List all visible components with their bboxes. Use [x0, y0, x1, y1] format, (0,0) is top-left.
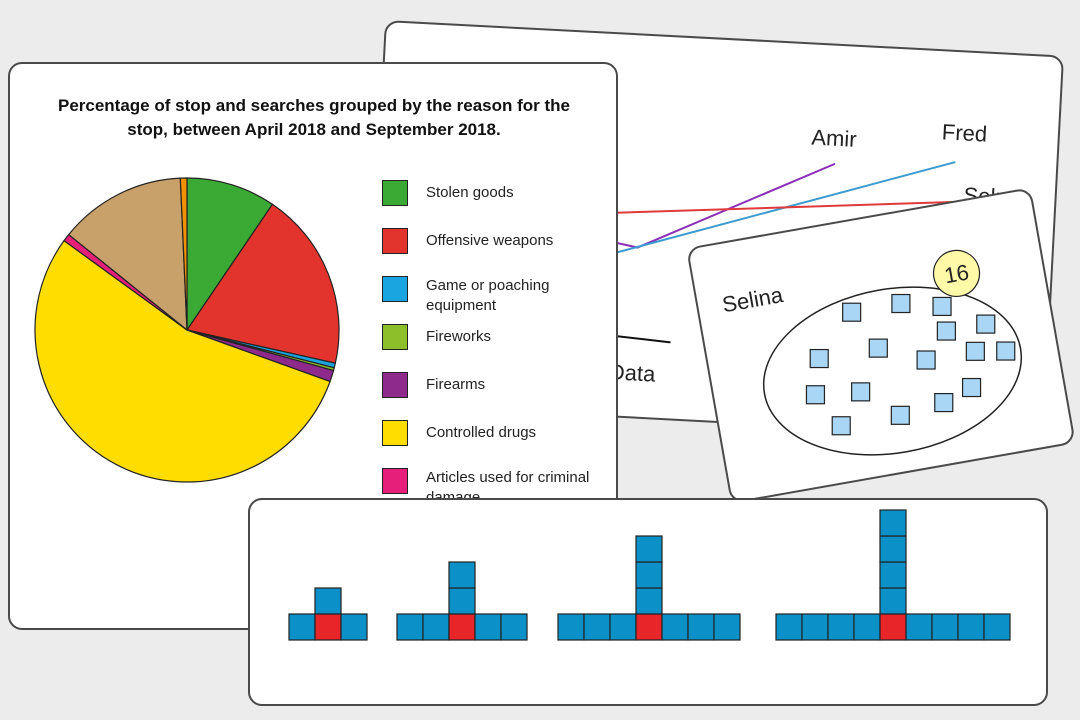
- legend-item: Fireworks: [382, 324, 612, 356]
- pie-slice-8: [179, 177, 188, 331]
- block: [661, 613, 689, 641]
- block: [609, 613, 637, 641]
- line-label-fred: Fred: [941, 119, 987, 146]
- legend-label: Controlled drugs: [426, 424, 537, 441]
- legend-swatch: [382, 276, 408, 302]
- block: [422, 613, 450, 641]
- set-member-square: [851, 382, 871, 402]
- pie-chart: [34, 177, 340, 483]
- block: [713, 613, 741, 641]
- block-pattern-3: [557, 535, 741, 641]
- block: [448, 561, 476, 589]
- block: [879, 587, 907, 615]
- legend-label: Offensive weapons: [426, 232, 554, 249]
- legend-swatch: [382, 468, 408, 494]
- block: [500, 613, 528, 641]
- block: [879, 535, 907, 563]
- line-fred: [594, 161, 956, 260]
- legend-item: Articles used for criminal damage: [382, 468, 612, 506]
- block: [474, 613, 502, 641]
- legend-item: Game or poaching equipment: [382, 276, 612, 314]
- block: [635, 535, 663, 563]
- set-member-square: [976, 314, 996, 334]
- line-selma: [597, 200, 954, 215]
- block: [448, 587, 476, 615]
- legend-swatch: [382, 372, 408, 398]
- center-block: [879, 613, 907, 641]
- legend-item: Controlled drugs: [382, 420, 612, 452]
- block: [340, 613, 368, 641]
- line-label-amir: Amir: [811, 124, 857, 151]
- center-block: [635, 613, 663, 641]
- block-pattern-4: [775, 509, 1011, 641]
- center-block: [314, 613, 342, 641]
- legend-item: Stolen goods: [382, 180, 612, 212]
- center-block: [448, 613, 476, 641]
- block: [853, 613, 881, 641]
- set-member-square: [916, 350, 936, 370]
- legend-label: Stolen goods: [426, 184, 514, 201]
- block-pattern-2: [396, 561, 528, 641]
- block: [827, 613, 855, 641]
- set-ellipse: [762, 286, 1023, 456]
- set-member-square: [996, 341, 1016, 361]
- legend-item: Offensive weapons: [382, 228, 612, 260]
- legend-swatch: [382, 324, 408, 350]
- block: [957, 613, 985, 641]
- block: [983, 613, 1011, 641]
- set-member-square: [961, 377, 982, 398]
- set-diagram: 16: [762, 249, 1023, 456]
- block: [775, 613, 803, 641]
- block: [879, 561, 907, 589]
- legend-label: Firearms: [426, 376, 486, 393]
- pie-slice-1: [186, 203, 340, 364]
- block-patterns-card: [248, 498, 1048, 706]
- block: [905, 613, 933, 641]
- legend-label: Game or poaching equipment: [426, 277, 550, 314]
- pie-slice-7: [67, 177, 188, 332]
- legend-item: Firearms: [382, 372, 612, 404]
- selina-set-card: Selina 16: [686, 187, 1076, 505]
- count-badge: [932, 249, 981, 298]
- legend-swatch: [382, 420, 408, 446]
- block: [557, 613, 585, 641]
- set-member-square: [890, 405, 910, 425]
- block: [635, 587, 663, 615]
- chart-title: Percentage of stop and searches grouped …: [57, 96, 570, 139]
- legend-label: Fireworks: [426, 328, 492, 345]
- set-member-square: [891, 293, 911, 314]
- pie-slice-0: [186, 177, 274, 332]
- block: [687, 613, 715, 641]
- block: [931, 613, 959, 641]
- block-patterns: [288, 509, 1011, 641]
- block-pattern-1: [288, 587, 368, 641]
- set-member-square: [868, 338, 888, 358]
- block: [801, 613, 829, 641]
- set-member-square: [965, 341, 985, 361]
- block: [314, 587, 342, 615]
- block: [583, 613, 611, 641]
- count-badge-value: 16: [942, 259, 970, 288]
- set-member-square: [932, 296, 952, 317]
- set-member-square: [842, 302, 862, 322]
- legend-swatch: [382, 180, 408, 206]
- pie-slice-5: [34, 239, 331, 483]
- set-member-square: [831, 416, 851, 436]
- block: [635, 561, 663, 589]
- block: [879, 509, 907, 537]
- set-member-square: [936, 321, 956, 341]
- block: [396, 613, 424, 641]
- legend-swatch: [382, 228, 408, 254]
- set-member-square: [809, 348, 829, 369]
- block: [288, 613, 316, 641]
- set-member-square: [934, 392, 954, 413]
- set-member-square: [805, 385, 826, 405]
